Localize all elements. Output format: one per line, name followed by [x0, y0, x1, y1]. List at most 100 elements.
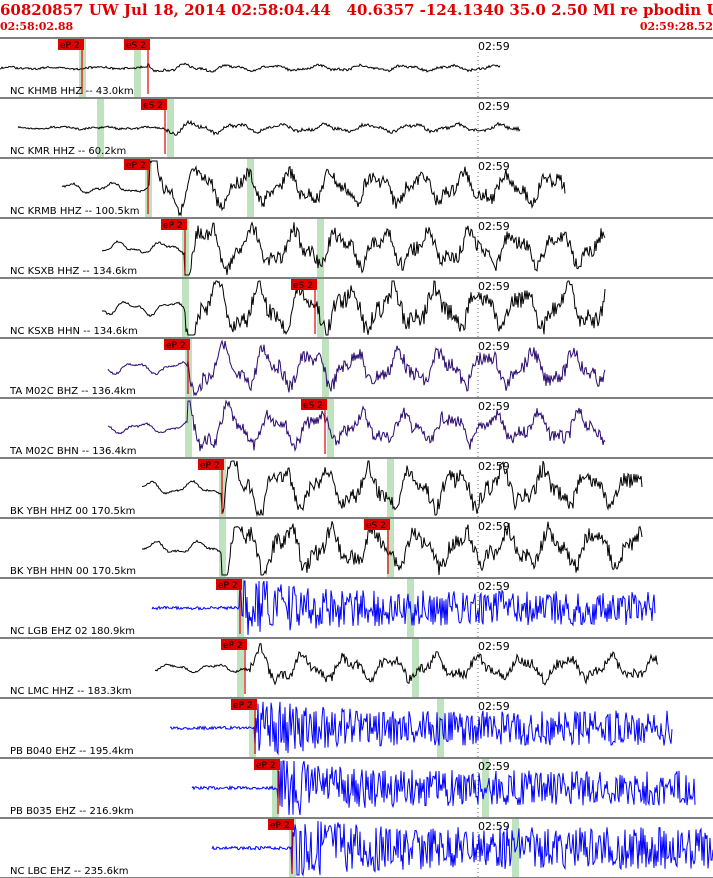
start-time-label: 02:58:02.88 [0, 20, 74, 33]
pick-window [317, 279, 324, 337]
pick-label: eS 2 [303, 401, 323, 411]
station-label: NC LBC EHZ -- 235.6km [10, 866, 128, 877]
pick-label: eP 2 [163, 221, 183, 231]
station-label: PB B040 EHZ -- 195.4km [10, 746, 134, 757]
trace-row[interactable]: 02:59 eS 2 TA M02C BHN -- 136.4km [9, 399, 606, 457]
trace-row[interactable]: 02:59 eP 2 PB B035 EHZ -- 216.9km [10, 759, 696, 817]
pick-window [182, 279, 189, 337]
station-label: NC KSXB HHZ -- 134.6km [10, 266, 137, 277]
trace-row[interactable]: 02:59 eP 2 NC LBC EHZ -- 235.6km [10, 819, 713, 877]
station-label: NC KSXB HHN -- 134.6km [10, 326, 138, 337]
pick-window [387, 519, 394, 577]
end-time-label: 02:59:28.52 [639, 20, 713, 33]
pick-flag [58, 39, 84, 50]
minute-tick-label: 02:59 [478, 340, 510, 353]
pick-window [167, 99, 174, 157]
waveform [151, 580, 656, 636]
trace-row[interactable]: 02:59 eP 2 NC LMC HHZ -- 183.3km [10, 639, 659, 697]
pick-window [219, 519, 226, 577]
trace-row[interactable]: 02:59 eP 2 eS 2 NC KHMB HHZ -- 43.0km [0, 39, 510, 97]
station-label: PB B035 EHZ -- 216.9km [10, 806, 134, 817]
trace-row[interactable]: 02:59 eP 2 NC KRMB HHZ -- 100.5km [10, 159, 566, 217]
minute-tick-label: 02:59 [478, 580, 510, 593]
pick-window [512, 819, 519, 877]
trace-row[interactable]: 02:59 eS 2 BK YBH HHN 00 170.5km [10, 519, 643, 577]
station-label: NC KRMB HHZ -- 100.5km [10, 206, 139, 217]
waveform [141, 521, 643, 576]
waveform [101, 221, 606, 276]
waveform [107, 399, 606, 453]
pick-label: eP 2 [270, 821, 290, 831]
header-title: 60820857 UW Jul 18, 2014 02:58:04.44 40.… [0, 1, 713, 19]
pick-label: eS 2 [143, 101, 163, 111]
pick-label: eP 2 [126, 161, 146, 171]
station-label: BK YBH HHN 00 170.5km [10, 566, 136, 577]
waveform [101, 280, 606, 336]
pick-flag [231, 699, 257, 710]
waveform [141, 460, 643, 517]
minute-tick-label: 02:59 [478, 460, 510, 473]
pick-window [317, 219, 324, 277]
trace-row[interactable]: 02:59 eS 2 NC KMR HHZ -- 60.2km [10, 99, 521, 157]
pick-flag [364, 519, 390, 530]
pick-label: eP 2 [166, 341, 186, 351]
pick-flag [254, 759, 280, 770]
station-label: BK YBH HHZ 00 170.5km [10, 506, 135, 517]
station-label: NC KHMB HHZ -- 43.0km [10, 86, 134, 97]
waveform [107, 339, 606, 397]
pick-flag [141, 99, 167, 110]
waveform [61, 159, 566, 217]
minute-tick-label: 02:59 [478, 400, 510, 413]
station-label: NC KMR HHZ -- 60.2km [10, 146, 126, 157]
pick-flag [291, 279, 317, 290]
pick-flag [268, 819, 294, 830]
pick-window [185, 399, 192, 457]
pick-label: eP 2 [218, 581, 238, 591]
station-label: NC LGB EHZ 02 180.9km [10, 626, 135, 637]
waveform [0, 61, 501, 73]
minute-tick-label: 02:59 [478, 100, 510, 113]
pick-window [437, 699, 444, 757]
minute-tick-label: 02:59 [478, 700, 510, 713]
station-label: NC LMC HHZ -- 183.3km [10, 686, 132, 697]
station-label: TA M02C BHN -- 136.4km [9, 446, 136, 457]
pick-window [134, 39, 141, 97]
minute-tick-label: 02:59 [478, 820, 510, 833]
pick-label: eS 2 [126, 41, 146, 51]
pick-flag [164, 339, 190, 350]
minute-tick-label: 02:59 [478, 160, 510, 173]
minute-tick-label: 02:59 [478, 40, 510, 53]
pick-label: eP 2 [233, 701, 253, 711]
pick-label: eS 2 [366, 521, 386, 531]
trace-row[interactable]: 02:59 eP 2 BK YBH HHZ 00 170.5km [10, 459, 643, 517]
minute-tick-label: 02:59 [478, 280, 510, 293]
pick-label: eP 2 [60, 41, 80, 51]
minute-tick-label: 02:59 [478, 640, 510, 653]
station-label: TA M02C BHZ -- 136.4km [9, 386, 136, 397]
trace-row[interactable]: 02:59 eP 2 PB B040 EHZ -- 195.4km [10, 699, 673, 757]
waveform [211, 820, 713, 877]
pick-flag [124, 39, 150, 50]
pick-window [327, 399, 334, 457]
pick-window [237, 639, 244, 697]
pick-window [387, 459, 394, 517]
pick-window [412, 639, 419, 697]
pick-label: eP 2 [256, 761, 276, 771]
waveform [191, 760, 696, 816]
waveform [17, 119, 521, 136]
pick-flag [301, 399, 327, 410]
trace-row[interactable]: 02:59 eS 2 NC KSXB HHN -- 134.6km [10, 279, 606, 337]
pick-window [247, 159, 254, 217]
trace-row[interactable]: 02:59 eP 2 TA M02C BHZ -- 136.4km [9, 339, 606, 397]
trace-row[interactable]: 02:59 eP 2 NC KSXB HHZ -- 134.6km [10, 219, 606, 277]
minute-tick-label: 02:59 [478, 520, 510, 533]
pick-label: eS 2 [293, 281, 313, 291]
pick-flag [198, 459, 224, 470]
minute-tick-label: 02:59 [478, 220, 510, 233]
pick-flag [124, 159, 150, 170]
trace-row[interactable]: 02:59 eP 2 NC LGB EHZ 02 180.9km [10, 579, 656, 637]
waveform [154, 643, 659, 686]
minute-tick-label: 02:59 [478, 760, 510, 773]
pick-flag [221, 639, 247, 650]
